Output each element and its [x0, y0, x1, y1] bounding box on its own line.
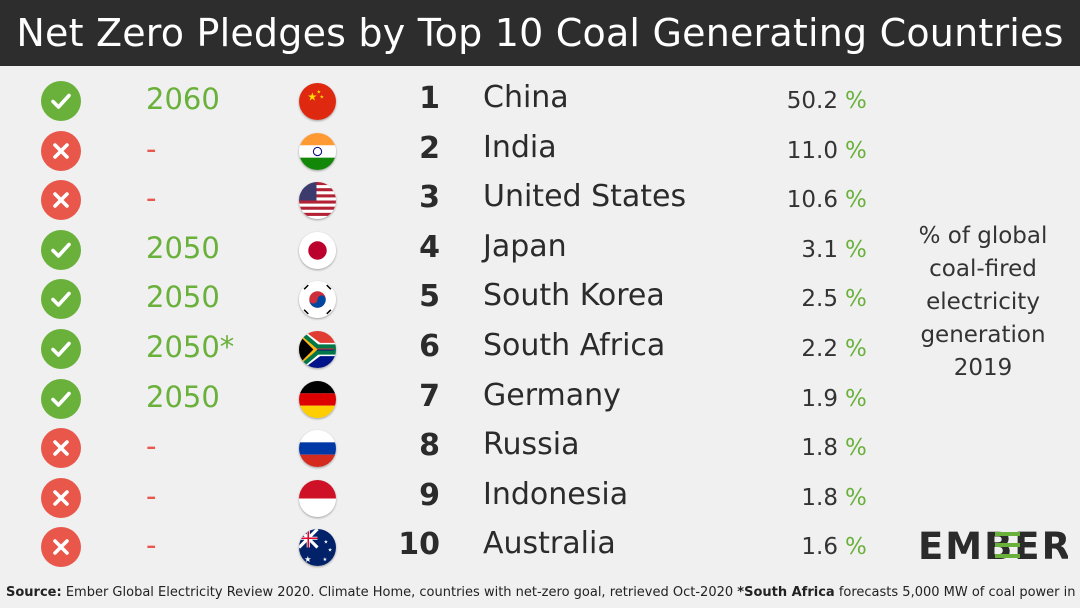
rank-number: 9 — [419, 477, 440, 513]
pledge-year: - — [146, 131, 157, 166]
chart-title: Net Zero Pledges by Top 10 Coal Generati… — [0, 0, 1080, 66]
rank-number: 4 — [419, 229, 440, 265]
cross-icon — [41, 477, 81, 518]
china-flag-icon: ★ ★ ★ — [299, 83, 336, 120]
source-label: Source: — [6, 585, 62, 600]
coal-share-value: 1.8 — [801, 435, 838, 462]
cross-icon — [41, 130, 81, 171]
table-row: 2050 7 Germany 1.9% — [0, 374, 1080, 424]
svg-text:★: ★ — [323, 557, 328, 563]
pledge-year: - — [146, 429, 157, 464]
south-korea-flag-icon — [299, 281, 336, 319]
country-name: India — [483, 129, 557, 165]
coal-share-value: 10.6 — [786, 187, 838, 214]
country-name: South Korea — [483, 278, 665, 314]
cross-icon — [41, 428, 81, 469]
indonesia-flag-icon — [299, 479, 336, 517]
australia-flag-icon: ★ ★ ★ ★ — [299, 529, 336, 567]
percent-sign: % — [845, 435, 867, 462]
coal-share-value: 1.9 — [801, 385, 838, 412]
table-row: - ★ ★ ★ ★ 10 Australia 1.6% — [0, 522, 1080, 572]
check-icon — [41, 329, 81, 369]
pledge-year: 2050 — [146, 280, 220, 315]
coal-share-value: 2.2 — [801, 336, 838, 362]
country-name: China — [483, 80, 569, 115]
percent-sign: % — [845, 484, 867, 511]
table-row: 2050 5 South Korea 2.5% — [0, 274, 1080, 324]
percent-sign: % — [845, 336, 867, 362]
rank-number: 2 — [419, 130, 440, 166]
svg-text:★: ★ — [320, 94, 325, 100]
percent-sign: % — [845, 286, 867, 313]
pledge-year: - — [146, 528, 157, 563]
rank-number: 10 — [398, 527, 440, 563]
coal-share-value: 2.5 — [801, 286, 838, 313]
country-name: Australia — [483, 526, 616, 562]
usa-flag-icon — [299, 182, 336, 220]
share-column-label: % of global coal-fired electricity gener… — [918, 223, 1048, 381]
table-row: 2050 4 Japan 3.1% — [0, 225, 1080, 275]
coal-share-value: 1.8 — [801, 484, 838, 511]
rank-number: 7 — [419, 378, 440, 414]
svg-text:★: ★ — [328, 548, 333, 554]
cross-icon — [41, 180, 81, 221]
pledge-year: 2050 — [146, 379, 220, 414]
country-name: United States — [483, 179, 687, 215]
source-text: Ember Global Electricity Review 2020. Cl… — [61, 585, 738, 600]
rank-number: 5 — [419, 279, 440, 315]
ember-logo-text: EMBER — [918, 526, 1068, 566]
india-flag-icon — [299, 132, 336, 170]
svg-text:★: ★ — [304, 554, 311, 564]
pledge-year: - — [146, 181, 157, 216]
pledge-year: - — [146, 478, 157, 513]
country-name: Indonesia — [483, 476, 629, 512]
percent-sign: % — [845, 88, 867, 114]
coal-share-value: 11.0 — [786, 137, 838, 164]
check-icon — [41, 229, 81, 270]
table-row: 2060 ★ ★ ★ 1 China 50.2% — [0, 76, 1080, 126]
coal-share-value: 3.1 — [801, 236, 838, 263]
table-row: - 9 Indonesia 1.8% — [0, 473, 1080, 523]
pledge-year: 2060 — [146, 82, 220, 116]
svg-text:★: ★ — [324, 540, 329, 546]
coal-share-value: 1.6 — [801, 534, 838, 561]
check-icon — [41, 81, 81, 121]
percent-sign: % — [845, 137, 867, 164]
note-label: *South Africa — [737, 585, 835, 600]
check-icon — [41, 279, 81, 320]
svg-text:★: ★ — [307, 90, 317, 103]
rank-number: 1 — [419, 81, 440, 116]
cross-icon — [41, 527, 81, 568]
check-icon — [41, 378, 81, 419]
table-row: - 2 India 11.0% — [0, 126, 1080, 176]
pledge-year: 2050* — [146, 330, 235, 364]
south-africa-flag-icon — [299, 331, 336, 368]
note-text: forecasts 5,000 MW of coal power in 2050… — [838, 585, 1080, 600]
country-name: Russia — [483, 427, 580, 463]
percent-sign: % — [845, 385, 867, 412]
germany-flag-icon — [299, 380, 336, 418]
pledge-year: 2050 — [146, 230, 220, 265]
percent-sign: % — [845, 236, 867, 263]
coal-share-value: 50.2 — [786, 88, 838, 114]
table-row: - 8 Russia 1.8% — [0, 423, 1080, 473]
source-footnote: Source: Ember Global Electricity Review … — [6, 583, 1080, 603]
table-row: - 3 United States 10.6% — [0, 175, 1080, 225]
ember-logo: EMBER — [918, 525, 1070, 568]
rank-number: 8 — [419, 428, 440, 464]
svg-text:★: ★ — [316, 89, 321, 95]
country-name: Germany — [483, 377, 621, 413]
japan-flag-icon — [299, 231, 336, 269]
percent-sign: % — [845, 534, 867, 561]
percent-sign: % — [845, 187, 867, 214]
country-name: Japan — [483, 228, 567, 264]
table-row: 2050* 6 South Africa 2.2% — [0, 324, 1080, 374]
russia-flag-icon — [299, 430, 336, 468]
rank-number: 6 — [419, 329, 440, 364]
country-name: South Africa — [483, 328, 666, 363]
rank-number: 3 — [419, 180, 440, 216]
